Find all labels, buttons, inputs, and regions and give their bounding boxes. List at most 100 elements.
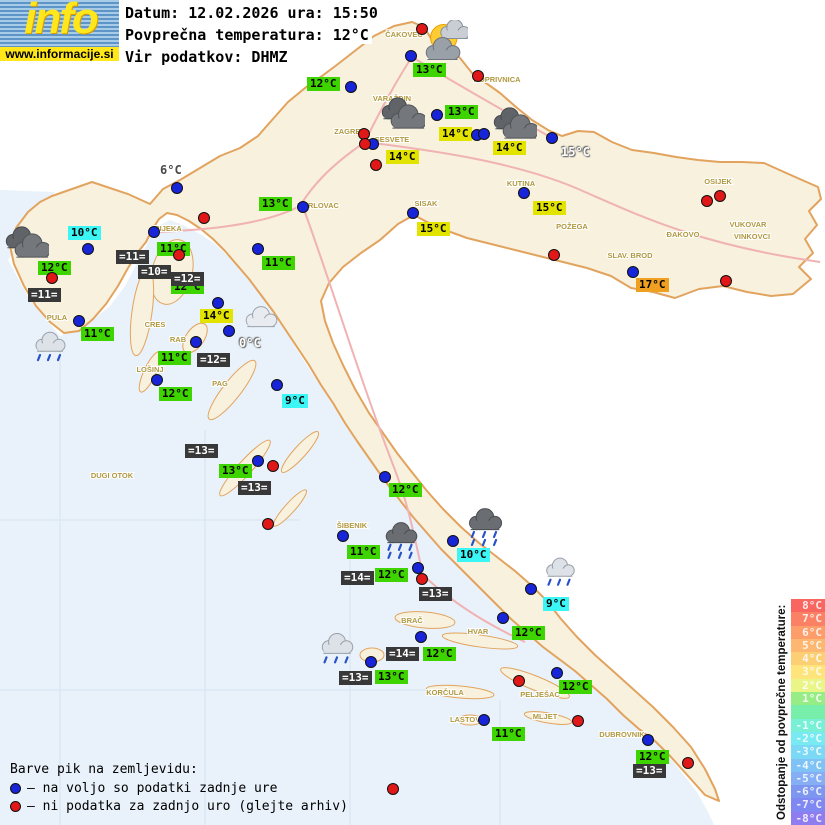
station-dot-blue[interactable]: [404, 49, 417, 62]
city-label: LOŠINJ: [136, 365, 163, 374]
station-dot-blue[interactable]: [524, 582, 537, 595]
station-dot-red[interactable]: [261, 517, 274, 530]
temperature-badge: =11=: [116, 250, 149, 264]
city-label: PELJEŠAC: [520, 690, 560, 699]
legend-title: Barve pik na zemljevidu:: [10, 762, 198, 777]
croatia-landmass: [9, 21, 822, 802]
scale-row--2C: -2°C: [791, 731, 825, 746]
city-label: RIJEKA: [154, 224, 182, 233]
station-dot-blue[interactable]: [406, 206, 419, 219]
station-dot-blue[interactable]: [170, 181, 183, 194]
station-dot-blue[interactable]: [211, 296, 224, 309]
station-dot-blue[interactable]: [430, 108, 443, 121]
station-dot-red[interactable]: [547, 248, 560, 261]
station-dot-blue[interactable]: [545, 131, 558, 144]
station-dot-blue[interactable]: [344, 80, 357, 93]
scale-row--7C: -7°C: [791, 798, 825, 812]
station-dot-red[interactable]: [369, 158, 382, 171]
station-dot-blue[interactable]: [72, 314, 85, 327]
legend-item-label: – na voljo so podatki zadnje ure: [27, 781, 278, 796]
station-dot-blue[interactable]: [150, 373, 163, 386]
temperature-badge: =13=: [238, 481, 271, 495]
station-dot-red[interactable]: [471, 69, 484, 82]
station-dot-blue[interactable]: [296, 200, 309, 213]
blue-dot-sample: [10, 783, 21, 794]
station-dot-blue[interactable]: [189, 335, 202, 348]
station-dot-blue[interactable]: [641, 733, 654, 746]
station-dot-red[interactable]: [415, 572, 428, 585]
station-dot-blue[interactable]: [147, 225, 160, 238]
city-label: VINKOVCI: [734, 232, 770, 241]
scale-row-gap: [791, 705, 825, 719]
temperature-badge: 13°C: [259, 197, 292, 211]
scale-row-1C: 1°C: [791, 692, 825, 706]
temperature-badge: =13=: [185, 444, 218, 458]
station-dot-red[interactable]: [681, 756, 694, 769]
temperature-badge: =12=: [171, 272, 204, 286]
station-dot-blue[interactable]: [550, 666, 563, 679]
station-dot-red[interactable]: [415, 22, 428, 35]
station-dot-blue[interactable]: [446, 534, 459, 547]
city-label: VARAŽDIN: [373, 94, 411, 103]
scale-row-2C: 2°C: [791, 678, 825, 693]
station-dot-blue[interactable]: [336, 529, 349, 542]
station-dot-blue[interactable]: [251, 242, 264, 255]
temperature-badge: =14=: [386, 647, 419, 661]
city-label: KOPRIVNICA: [473, 75, 521, 84]
temperature-badge: =11=: [28, 288, 61, 302]
station-dot-red[interactable]: [172, 248, 185, 261]
station-dot-blue[interactable]: [517, 186, 530, 199]
station-dot-blue[interactable]: [222, 324, 235, 337]
station-dot-red[interactable]: [512, 674, 525, 687]
station-dot-red[interactable]: [571, 714, 584, 727]
city-label: KORČULA: [426, 688, 464, 697]
station-dot-red[interactable]: [197, 211, 210, 224]
city-labels: ČAKOVEC VARAŽDIN KOPRIVNICA ZAGREB SESVETE KA…: [46, 29, 771, 740]
station-dot-blue[interactable]: [378, 470, 391, 483]
legend-item: – ni podatka za zadnjo uro (glejte arhiv…: [10, 799, 348, 814]
informacije-logo[interactable]: info www.informacije.si: [0, 0, 119, 61]
temperature-badge: 12°C: [512, 626, 545, 640]
temperature-badge: =13=: [339, 671, 372, 685]
station-dot-red[interactable]: [713, 189, 726, 202]
station-dot-red[interactable]: [719, 274, 732, 287]
station-dot-blue[interactable]: [626, 265, 639, 278]
dot-color-legend: Barve pik na zemljevidu: – na voljo so p…: [10, 762, 348, 814]
scale-row-6C: 6°C: [791, 625, 825, 639]
scale-row-4C: 4°C: [791, 652, 825, 666]
station-dot-blue[interactable]: [364, 655, 377, 668]
temperature-badge: =10=: [138, 265, 171, 279]
scale-row-3C: 3°C: [791, 665, 825, 679]
station-dot-blue[interactable]: [270, 378, 283, 391]
temperature-badge: 10°C: [68, 226, 101, 240]
temperature-badge: 11°C: [262, 256, 295, 270]
station-dot-blue[interactable]: [251, 454, 264, 467]
station-dot-blue[interactable]: [496, 611, 509, 624]
scale-row-5C: 5°C: [791, 638, 825, 653]
temperature-text: 0°C: [239, 336, 261, 350]
city-label: POŽEGA: [556, 222, 588, 231]
station-dot-blue[interactable]: [477, 127, 490, 140]
city-label: VUKOVAR: [730, 220, 768, 229]
station-dot-red[interactable]: [266, 459, 279, 472]
station-dot-blue[interactable]: [411, 561, 424, 574]
city-label: DUBROVNIK: [599, 730, 645, 739]
station-dot-blue[interactable]: [477, 713, 490, 726]
city-label: PAG: [212, 379, 228, 388]
station-dot-blue[interactable]: [81, 242, 94, 255]
temperature-badge: 15°C: [533, 201, 566, 215]
scale-row--1C: -1°C: [791, 718, 825, 732]
temperature-badge: =12=: [197, 353, 230, 367]
station-dot-red[interactable]: [386, 782, 399, 795]
temperature-badge: 12°C: [307, 77, 340, 91]
temperature-badge: 13°C: [413, 63, 446, 77]
city-label: RAB: [170, 335, 187, 344]
temperature-badge: 13°C: [375, 670, 408, 684]
temperature-badge: 17°C: [636, 278, 669, 292]
station-dot-red[interactable]: [45, 271, 58, 284]
station-dot-blue[interactable]: [414, 630, 427, 643]
station-dot-red[interactable]: [358, 137, 371, 150]
sun-cloud-icon: [424, 19, 471, 72]
station-dot-red[interactable]: [700, 194, 713, 207]
scale-row-7C: 7°C: [791, 612, 825, 626]
